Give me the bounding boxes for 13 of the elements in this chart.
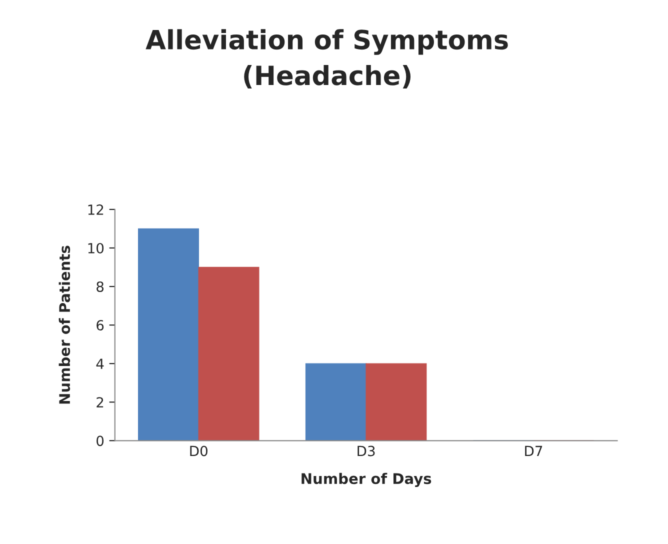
y-tick-label: 2 (96, 397, 104, 408)
y-tick-label: 4 (96, 358, 104, 369)
y-tick-label: 12 (88, 204, 104, 215)
y-tick-label: 6 (96, 320, 104, 331)
x-axis-title: Number of Days (302, 472, 432, 488)
x-tick-label: D7 (525, 446, 542, 456)
y-tick-label: 10 (88, 242, 104, 254)
y-axis-title: Number of Patients (58, 246, 70, 404)
y-tick-label: 8 (96, 281, 104, 292)
chart-title: Alleviation of Symptoms (Headache) (146, 29, 508, 88)
x-tick-label: D3 (358, 446, 375, 456)
x-tick-label: D0 (190, 446, 208, 456)
y-tick-label: 0 (96, 436, 104, 446)
